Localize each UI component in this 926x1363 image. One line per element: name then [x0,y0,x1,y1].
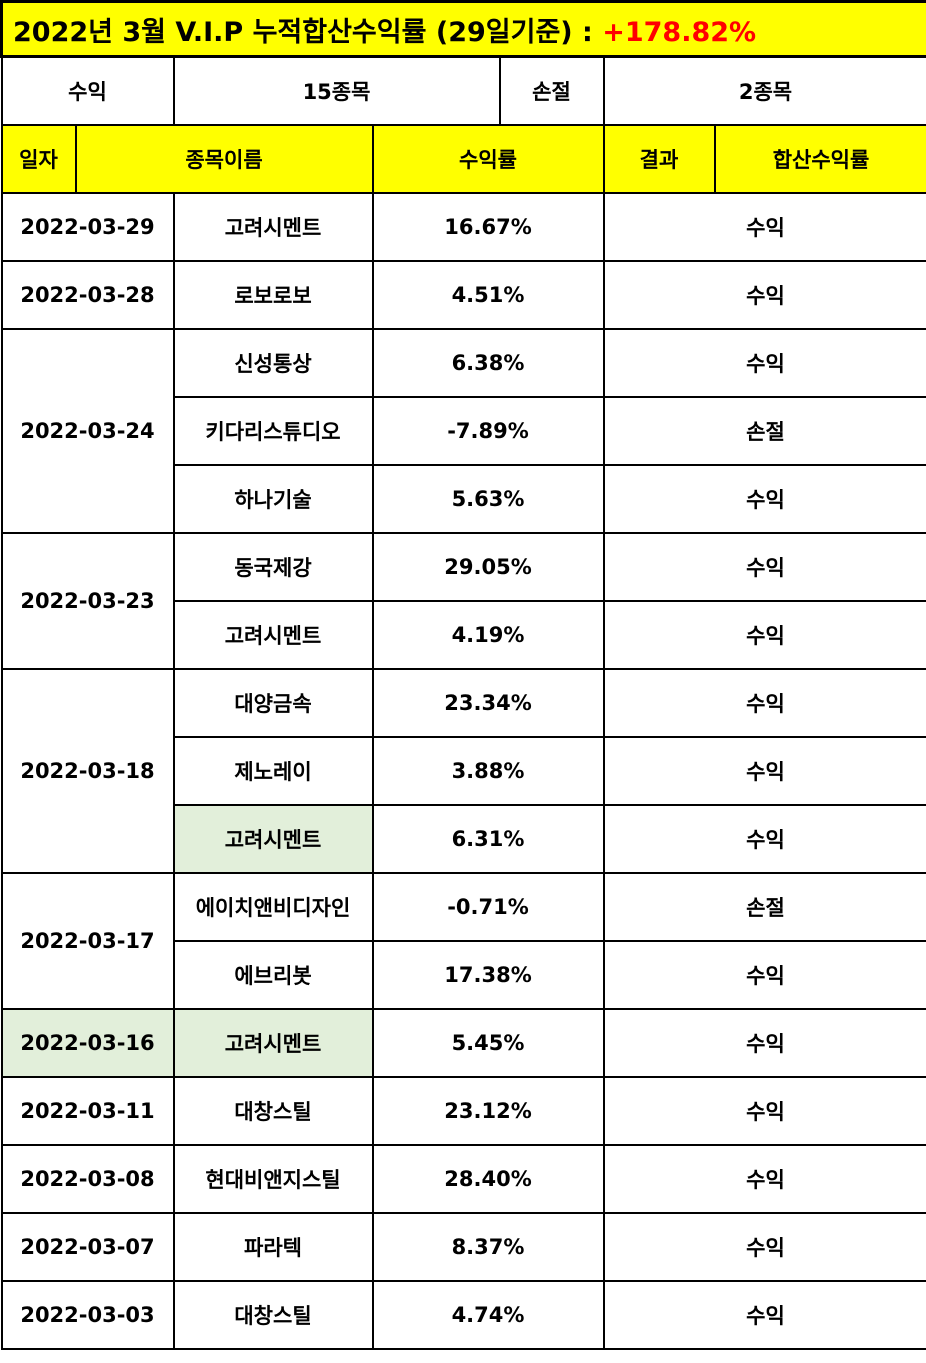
header-date: 일자 [0,124,77,194]
stock-name: 대창스틸 [172,1280,374,1350]
result-badge: 수익 [602,1212,926,1282]
result-badge: 수익 [602,600,926,670]
stock-name: 대양금속 [172,668,374,738]
return-rate: 5.45% [371,1008,605,1078]
return-rate: 17.38% [371,940,605,1010]
stock-name: 대창스틸 [172,1076,374,1146]
stock-name: 고려시멘트 [172,1008,374,1078]
stock-name: 고려시멘트 [172,804,374,874]
return-rate: 28.40% [371,1144,605,1214]
date-cell: 2022-03-17 [0,872,175,1010]
result-badge: 수익 [602,192,926,262]
date-cell: 2022-03-07 [0,1212,175,1282]
date-cell: 2022-03-18 [0,668,175,874]
profit-label: 수익 [0,55,175,126]
report-title-text: 2022년 3월 V.I.P 누적합산수익률 (29일기준) : [13,16,603,48]
result-badge: 수익 [602,1008,926,1078]
loss-label: 손절 [498,55,605,126]
return-rate: 23.12% [371,1076,605,1146]
report-title: 2022년 3월 V.I.P 누적합산수익률 (29일기준) : +178.82… [0,0,926,58]
header-result: 결과 [602,124,716,194]
date-cell: 2022-03-24 [0,328,175,534]
return-rate: 4.74% [371,1280,605,1350]
loss-count: 2종목 [602,55,926,126]
result-badge: 손절 [602,396,926,466]
stock-name: 에이치앤비디자인 [172,872,374,942]
header-total: 합산수익률 [713,124,926,194]
return-rate: -0.71% [371,872,605,942]
stock-name: 동국제강 [172,532,374,602]
return-rate: 6.31% [371,804,605,874]
stock-name: 하나기술 [172,464,374,534]
date-cell: 2022-03-03 [0,1280,175,1350]
return-rate: 4.51% [371,260,605,330]
result-badge: 수익 [602,328,926,398]
date-cell: 2022-03-08 [0,1144,175,1214]
table-row: 키다리스튜디오-7.89%손절-7.89% [2,396,926,466]
result-badge: 수익 [602,804,926,874]
header-row: 일자 종목이름 수익률 결과 합산수익률 [0,124,926,194]
return-rate: 29.05% [371,532,605,602]
return-rate: 3.88% [371,736,605,806]
result-badge: 수익 [602,1076,926,1146]
header-name: 종목이름 [74,124,374,194]
stock-name: 현대비앤지스틸 [172,1144,374,1214]
result-badge: 수익 [602,940,926,1010]
stock-name: 키다리스튜디오 [172,396,374,466]
result-badge: 수익 [602,260,926,330]
stock-name: 파라텍 [172,1212,374,1282]
return-rate: 8.37% [371,1212,605,1282]
stock-name: 신성통상 [172,328,374,398]
date-cell: 2022-03-28 [0,260,175,330]
header-rate: 수익률 [371,124,605,194]
return-rate: 5.63% [371,464,605,534]
return-rate: 23.34% [371,668,605,738]
result-badge: 수익 [602,1144,926,1214]
date-cell: 2022-03-23 [0,532,175,670]
return-rate: 16.67% [371,192,605,262]
result-badge: 수익 [602,1280,926,1350]
stock-name: 에브리봇 [172,940,374,1010]
date-cell: 2022-03-29 [0,192,175,262]
return-rate: 4.19% [371,600,605,670]
stock-name: 고려시멘트 [172,192,374,262]
result-badge: 수익 [602,532,926,602]
stock-name: 로보로보 [172,260,374,330]
stock-name: 제노레이 [172,736,374,806]
return-rate: 6.38% [371,328,605,398]
summary-row: 수익 15종목 손절 2종목 [0,55,926,126]
profit-count: 15종목 [172,55,501,126]
date-cell: 2022-03-16 [0,1008,175,1078]
return-rate: -7.89% [371,396,605,466]
result-badge: 수익 [602,736,926,806]
result-badge: 수익 [602,464,926,534]
date-cell: 2022-03-11 [0,1076,175,1146]
cumulative-total: +178.82% [602,16,757,48]
result-badge: 수익 [602,668,926,738]
result-badge: 손절 [602,872,926,942]
stock-name: 고려시멘트 [172,600,374,670]
